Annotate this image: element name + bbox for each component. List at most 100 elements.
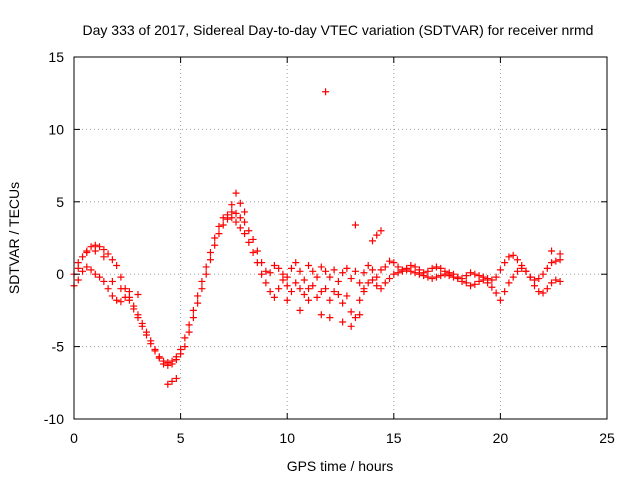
data-point (334, 290, 342, 298)
data-point (189, 314, 197, 322)
data-point (241, 208, 249, 216)
data-point (164, 380, 172, 388)
data-point (552, 257, 560, 265)
x-tick-label: 20 (493, 430, 509, 446)
data-point (300, 290, 308, 298)
data-point (296, 267, 304, 275)
data-point (79, 253, 87, 261)
data-point (202, 270, 210, 278)
data-point (347, 275, 355, 283)
data-point (198, 285, 206, 293)
data-point (411, 269, 419, 277)
data-point (343, 292, 351, 300)
data-point (505, 253, 513, 261)
data-point (543, 285, 551, 293)
data-point (492, 289, 500, 297)
data-point (241, 218, 249, 226)
data-point (160, 360, 168, 368)
data-point (556, 277, 564, 285)
data-point (505, 279, 513, 287)
data-point (185, 321, 193, 329)
data-point (266, 269, 274, 277)
data-point (275, 285, 283, 293)
data-point (373, 231, 381, 239)
data-point (121, 293, 129, 301)
data-point (74, 264, 82, 272)
data-point (91, 247, 99, 255)
data-point (501, 259, 509, 267)
data-point (228, 201, 236, 209)
data-point (104, 250, 112, 258)
data-point (232, 209, 240, 217)
data-point (168, 360, 176, 368)
data-point (224, 215, 232, 223)
data-point (552, 276, 560, 284)
data-point (296, 285, 304, 293)
data-point (142, 331, 150, 339)
y-tick-label: -10 (44, 411, 64, 427)
data-point (87, 266, 95, 274)
data-point (74, 276, 82, 284)
data-point (347, 308, 355, 316)
data-point (262, 267, 270, 275)
data-point (373, 282, 381, 290)
data-point (386, 275, 394, 283)
data-point (270, 262, 278, 270)
data-point (108, 277, 116, 285)
data-point (398, 267, 406, 275)
data-point (100, 277, 108, 285)
data-point (198, 277, 206, 285)
data-point (117, 285, 125, 293)
data-point (83, 248, 91, 256)
data-point (322, 285, 330, 293)
data-point (415, 270, 423, 278)
data-point (322, 88, 330, 96)
data-point (305, 262, 313, 270)
data-point (360, 288, 368, 296)
data-point (381, 263, 389, 271)
data-point (96, 273, 104, 281)
data-point (475, 277, 483, 285)
data-point (501, 288, 509, 296)
data-point (134, 314, 142, 322)
y-axis-label: SDTVAR / TECUs (6, 182, 22, 294)
data-point (488, 276, 496, 284)
data-point (270, 293, 278, 301)
data-point (100, 253, 108, 261)
data-point (548, 279, 556, 287)
y-tick-label: 5 (56, 194, 64, 210)
data-point (326, 273, 334, 281)
data-point (309, 282, 317, 290)
data-point (309, 267, 317, 275)
data-point (232, 218, 240, 226)
data-point (138, 322, 146, 330)
data-point (368, 237, 376, 245)
data-point (513, 256, 521, 264)
data-point (83, 263, 91, 271)
data-point (467, 269, 475, 277)
data-point (454, 275, 462, 283)
chart-title: Day 333 of 2017, Sidereal Day-to-day VTE… (83, 22, 594, 38)
y-tick-label: 0 (56, 266, 64, 282)
data-point (548, 259, 556, 267)
data-point (351, 221, 359, 229)
data-point (356, 311, 364, 319)
data-point (539, 289, 547, 297)
data-point (253, 247, 261, 255)
data-point (347, 322, 355, 330)
data-point (420, 272, 428, 280)
data-point (407, 267, 415, 275)
data-point (356, 279, 364, 287)
data-point (245, 238, 253, 246)
data-point (445, 272, 453, 280)
data-point (305, 296, 313, 304)
x-tick-label: 0 (70, 430, 78, 446)
data-point (206, 248, 214, 256)
data-point (360, 269, 368, 277)
data-point (334, 277, 342, 285)
data-point (181, 343, 189, 351)
data-point (496, 296, 504, 304)
data-point (283, 282, 291, 290)
data-point (100, 246, 108, 254)
data-point (279, 276, 287, 284)
